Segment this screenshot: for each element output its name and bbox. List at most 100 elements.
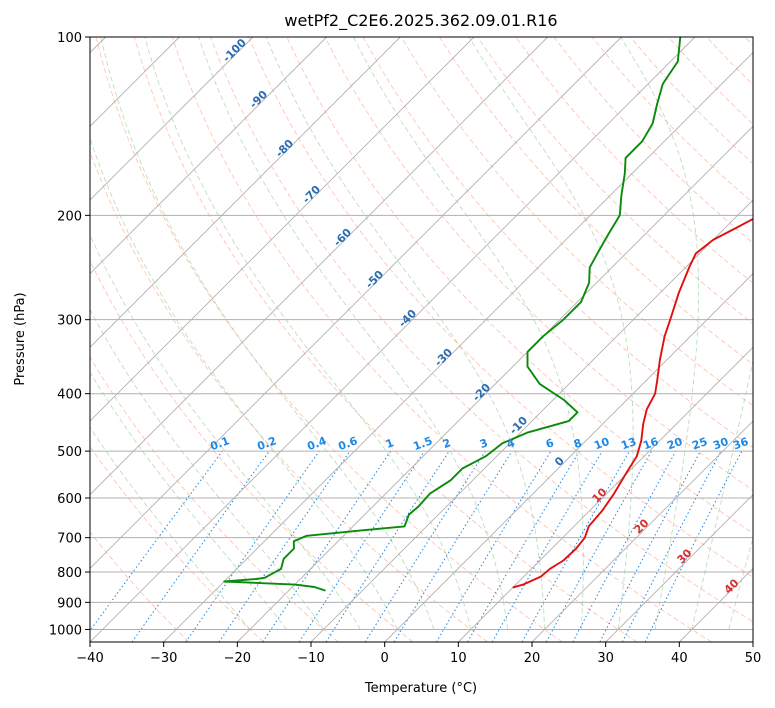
dry-adiabat-line [400, 37, 753, 407]
isotherm-line [90, 37, 475, 422]
dry-adiabat-line [515, 37, 753, 284]
mixing-ratio-label: 0.1 [208, 434, 231, 453]
y-tick-label: 700 [57, 532, 82, 547]
y-tick-label: 200 [57, 209, 82, 224]
x-tick-label: −10 [297, 651, 324, 666]
isotherm-line [90, 37, 622, 569]
moist-adiabat-line [90, 308, 324, 630]
dry-adiabat-line [324, 37, 753, 491]
moist-adiabat-line [468, 37, 634, 630]
mixing-ratio-line [393, 450, 513, 642]
mixing-ratio-label: 2 [441, 436, 453, 451]
moist-adiabat-line [90, 136, 398, 630]
dry-adiabat-line [439, 37, 753, 365]
x-tick-label: 50 [745, 651, 762, 666]
sounding-profiles [223, 37, 753, 592]
mixing-ratio-line [218, 450, 351, 642]
moist-adiabat-line [198, 37, 509, 630]
mixing-ratio-label: 6 [544, 436, 556, 451]
moist-adiabat-line [90, 234, 361, 630]
y-tick-label: 300 [57, 314, 82, 329]
x-tick-label: 10 [450, 651, 467, 666]
isotherm-line [90, 37, 254, 201]
moist-adiabat-line [353, 37, 584, 630]
x-tick-label: 0 [381, 651, 389, 666]
moist-adiabat-line [265, 37, 546, 630]
mixing-ratio-label: 25 [690, 435, 709, 452]
temperature-profile-line [512, 217, 753, 589]
mixing-ratio-label: 16 [641, 435, 660, 453]
y-tick-label: 500 [57, 445, 82, 460]
isotherm-line [90, 37, 696, 642]
isotherm-line [458, 346, 753, 642]
isotherm-line [163, 52, 753, 642]
y-tick-label: 900 [57, 596, 82, 611]
mixing-ratio-label: 4 [505, 436, 517, 451]
moist-adiabat-line [620, 37, 700, 630]
mixing-ratio-label: 36 [731, 435, 750, 453]
isotherm-line [384, 273, 753, 642]
dry-adiabat-line [90, 150, 488, 642]
mixing-ratio-label: 1 [384, 436, 396, 451]
mixing-ratio-line [298, 450, 425, 642]
dry-adiabat-line [171, 37, 712, 642]
x-tick-label: 30 [597, 651, 614, 666]
mixing-ratio-label: 1.5 [411, 434, 434, 453]
moist-adiabat-line [100, 37, 435, 630]
dewpoint-profile-line [223, 37, 682, 592]
isotherm-line [605, 494, 753, 642]
isobar-gridlines [90, 37, 753, 630]
mixing-ratio-line [325, 450, 450, 642]
chart-title: wetPf2_C2E6.2025.362.09.01.R16 [284, 11, 557, 31]
x-tick-label: −40 [76, 651, 103, 666]
mixing-ratio-line [644, 450, 743, 642]
mixing-ratio-label: 13 [619, 435, 638, 452]
y-axis-ticks: 100 200 300 400 500 600 700 800 900 1000 [49, 31, 90, 638]
mixing-ratio-line [545, 450, 653, 642]
y-tick-label: 800 [57, 566, 82, 581]
dry-adiabat-line [90, 445, 264, 642]
x-axis-ticks: −40 −30 −20 −10 0 10 20 30 40 50 [76, 642, 761, 666]
mixing-ratio-label: 0.4 [305, 434, 328, 453]
y-tick-label: 400 [57, 388, 82, 403]
isotherm-line [90, 37, 327, 275]
x-tick-label: −30 [150, 651, 177, 666]
dry-adiabat-line [90, 356, 339, 642]
x-axis-label: Temperature (°C) [364, 681, 477, 696]
mixing-ratio-label: 3 [478, 436, 490, 451]
mixing-ratio-label: 30 [711, 435, 730, 453]
x-tick-label: −20 [224, 651, 251, 666]
dry-adiabat-line [133, 37, 638, 642]
dry-adiabat-line [248, 37, 753, 578]
mixing-ratio-label: 8 [572, 436, 584, 451]
isotherm-line [310, 199, 753, 642]
y-axis-label: Pressure (hPa) [13, 292, 28, 385]
mixing-ratio-label: 0.2 [255, 434, 278, 453]
mixing-ratio-line [262, 450, 392, 642]
isotherm-line [90, 37, 401, 348]
mixing-ratio-line [572, 450, 677, 642]
moist-adiabat-line [728, 536, 753, 630]
isotherm-line [90, 37, 548, 496]
mixing-ratio-line [521, 450, 630, 642]
x-tick-label: 20 [524, 651, 541, 666]
isotherm-gridlines [90, 37, 753, 642]
isotherm-line [531, 420, 753, 642]
mixing-ratio-line [90, 450, 223, 632]
dry-adiabat-line [210, 37, 753, 623]
mixing-ratio-label: 10 [592, 435, 611, 453]
mixing-ratio-label: 0.6 [336, 434, 359, 453]
dry-adiabat-line [90, 531, 190, 642]
background-lines [90, 37, 753, 642]
y-tick-label: 1000 [49, 623, 82, 638]
mixing-ratio-label: 20 [665, 435, 684, 453]
x-tick-label: 40 [671, 651, 688, 666]
y-tick-label: 600 [57, 492, 82, 507]
mixing-ratio-line [185, 450, 320, 642]
moist-adiabat-line [691, 358, 753, 630]
y-tick-label: 100 [57, 31, 82, 46]
dry-adiabat-line [95, 37, 563, 642]
mixing-ratio-line [131, 450, 270, 642]
plot-frame [89, 36, 754, 643]
